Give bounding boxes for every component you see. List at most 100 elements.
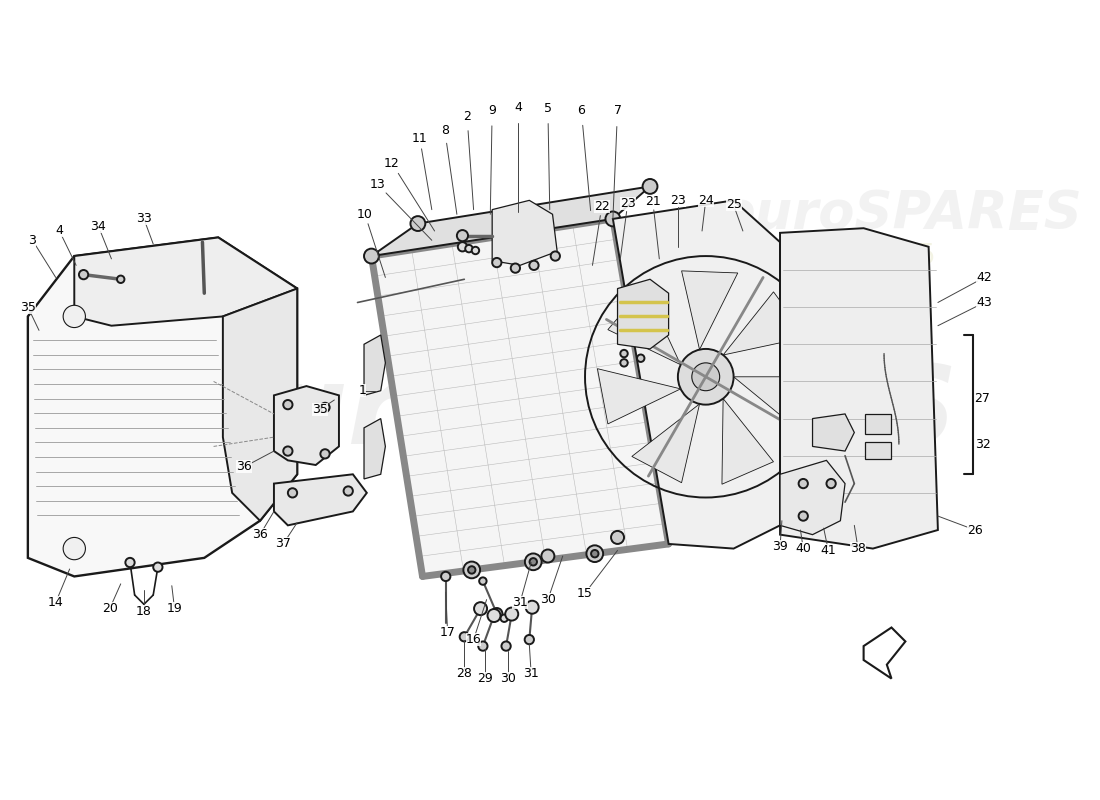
Text: 26: 26 [967,523,983,537]
Circle shape [125,558,134,567]
Circle shape [525,635,533,644]
Polygon shape [813,414,855,451]
Text: 8: 8 [441,124,449,138]
Polygon shape [223,289,297,521]
Circle shape [502,642,510,650]
Circle shape [474,602,487,615]
Circle shape [799,479,807,488]
Circle shape [364,249,378,263]
Circle shape [456,230,468,242]
Circle shape [117,275,124,283]
Polygon shape [723,292,807,355]
Polygon shape [682,271,738,350]
Text: 10: 10 [358,208,373,221]
Text: 24: 24 [697,194,714,207]
Text: 30: 30 [540,593,556,606]
Circle shape [458,242,468,251]
Circle shape [510,263,520,273]
Circle shape [620,350,628,358]
Text: 23: 23 [670,194,685,207]
Text: 1085: 1085 [866,242,936,270]
Circle shape [529,261,539,270]
Circle shape [460,632,469,642]
Circle shape [642,179,658,194]
Text: 36: 36 [252,528,268,541]
Polygon shape [864,627,905,678]
Text: 31: 31 [524,667,539,681]
Text: 34: 34 [90,220,107,233]
Polygon shape [722,398,773,484]
Circle shape [492,608,503,619]
Circle shape [505,607,518,621]
Circle shape [463,562,480,578]
Text: 21: 21 [645,194,661,208]
Polygon shape [364,335,385,395]
Circle shape [441,572,450,581]
Text: a passion for parts: a passion for parts [407,458,745,491]
Polygon shape [372,186,650,256]
Text: 20: 20 [101,602,118,615]
Polygon shape [274,386,339,465]
Polygon shape [28,238,297,577]
Text: 42: 42 [977,271,992,284]
Text: 31: 31 [513,596,528,609]
Circle shape [541,550,554,562]
Polygon shape [492,200,558,266]
Text: 38: 38 [850,542,866,555]
Circle shape [500,614,508,622]
Polygon shape [734,377,814,431]
Circle shape [492,258,502,267]
Circle shape [320,402,330,412]
Text: euroSPARES: euroSPARES [719,188,1082,240]
Text: 25: 25 [726,198,741,211]
Text: 19: 19 [167,602,183,615]
Circle shape [468,566,475,574]
Text: 17: 17 [440,626,455,638]
Circle shape [320,450,330,458]
Circle shape [288,488,297,498]
Bar [866,442,891,458]
Text: 35: 35 [312,402,328,416]
Circle shape [529,558,537,566]
Text: 35: 35 [20,301,36,314]
Text: 15: 15 [578,586,593,600]
Circle shape [620,359,628,366]
Circle shape [526,601,539,614]
Polygon shape [372,219,669,577]
Text: 40: 40 [795,542,811,555]
Circle shape [472,246,480,254]
Text: 39: 39 [772,540,788,554]
Text: 4: 4 [55,225,64,238]
Text: 28: 28 [456,667,472,681]
Circle shape [283,400,293,410]
Text: 41: 41 [821,544,836,557]
Circle shape [525,554,541,570]
Text: 29: 29 [477,672,493,685]
Bar [866,414,891,434]
Circle shape [487,609,500,622]
Text: 14: 14 [47,596,64,609]
Circle shape [480,578,486,585]
Text: 43: 43 [977,296,992,309]
Circle shape [637,354,645,362]
Circle shape [465,245,473,252]
Circle shape [799,511,807,521]
Text: 16: 16 [465,633,482,646]
Text: 1: 1 [359,384,366,398]
Polygon shape [613,200,780,549]
Text: 9: 9 [488,104,496,117]
Text: 6: 6 [578,104,585,117]
Text: 2: 2 [463,110,471,123]
Text: 4: 4 [514,101,522,114]
Text: 36: 36 [236,460,252,474]
Circle shape [605,211,620,226]
Circle shape [79,270,88,279]
Polygon shape [780,228,938,549]
Text: 32: 32 [975,438,990,451]
Text: 23: 23 [620,197,636,210]
Polygon shape [780,460,845,534]
Circle shape [678,349,734,405]
Text: 18: 18 [136,606,152,618]
Text: 22: 22 [594,200,609,214]
Polygon shape [608,287,681,365]
